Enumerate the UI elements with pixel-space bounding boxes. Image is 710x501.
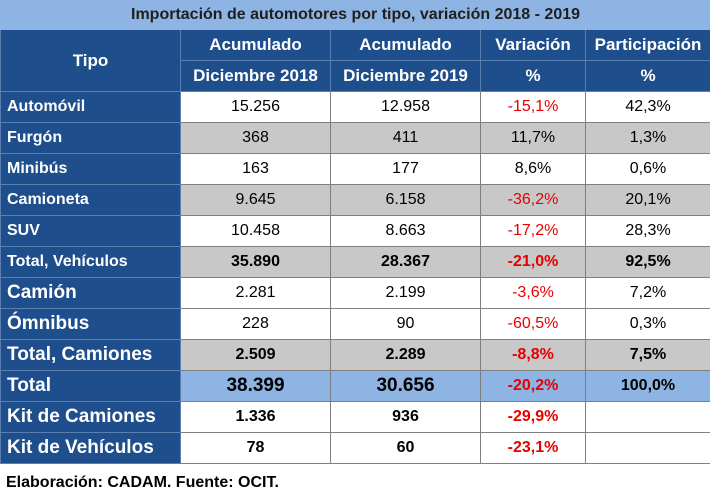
cell-participacion: 7,5% <box>584 339 710 371</box>
cell-variacion: -23,1% <box>480 432 586 464</box>
row-label: Kit de Vehículos <box>0 432 181 464</box>
header-col4-bottom: % <box>584 60 710 92</box>
header-col3-top: Variación <box>480 29 586 61</box>
table-row: Furgón 368 411 11,7% 1,3% <box>0 122 710 154</box>
table-row: Camión 2.281 2.199 -3,6% 7,2% <box>0 277 710 309</box>
subtotal-row-camiones: Total, Camiones 2.509 2.289 -8,8% 7,5% <box>0 339 710 371</box>
cell-participacion: 28,3% <box>584 215 710 247</box>
header-row-top: Tipo Acumulado Acumulado Variación Parti… <box>0 29 710 92</box>
cell-variacion: -21,0% <box>480 246 586 278</box>
table-row: Automóvil 15.256 12.958 -15,1% 42,3% <box>0 91 710 123</box>
source-footer: Elaboración: CADAM. Fuente: OCIT. <box>6 474 279 491</box>
cell-dic2019: 2.289 <box>330 339 481 371</box>
cell-dic2019: 936 <box>330 401 481 433</box>
header-col4-top: Participación <box>584 29 710 61</box>
cell-dic2018: 15.256 <box>180 91 331 123</box>
cell-variacion: 11,7% <box>480 122 586 154</box>
cell-participacion: 0,3% <box>584 308 710 340</box>
table-row: Ómnibus 228 90 -60,5% 0,3% <box>0 308 710 340</box>
cell-variacion: -20,2% <box>480 370 586 402</box>
cell-dic2018: 78 <box>180 432 331 464</box>
subtotal-row-vehiculos: Total, Vehículos 35.890 28.367 -21,0% 92… <box>0 246 710 278</box>
header-col2-bottom: Diciembre 2019 <box>330 60 481 92</box>
cell-participacion: 7,2% <box>584 277 710 309</box>
cell-participacion: 100,0% <box>584 370 710 402</box>
cell-variacion: -15,1% <box>480 91 586 123</box>
table-row: Kit de Camiones 1.336 936 -29,9% <box>0 401 710 433</box>
cell-dic2019: 60 <box>330 432 481 464</box>
header-col1-bottom: Diciembre 2018 <box>180 60 331 92</box>
cell-dic2018: 1.336 <box>180 401 331 433</box>
cell-dic2018: 163 <box>180 153 331 185</box>
table-row: SUV 10.458 8.663 -17,2% 28,3% <box>0 215 710 247</box>
import-table: Importación de automotores por tipo, var… <box>0 0 710 464</box>
cell-variacion: -3,6% <box>480 277 586 309</box>
table-title: Importación de automotores por tipo, var… <box>0 0 710 30</box>
table-row: Minibús 163 177 8,6% 0,6% <box>0 153 710 185</box>
cell-participacion: 1,3% <box>584 122 710 154</box>
row-label: SUV <box>0 215 181 247</box>
cell-participacion: 0,6% <box>584 153 710 185</box>
header-col3-bottom: % <box>480 60 586 92</box>
cell-dic2018: 2.281 <box>180 277 331 309</box>
cell-dic2018: 9.645 <box>180 184 331 216</box>
cell-dic2019: 28.367 <box>330 246 481 278</box>
cell-dic2018: 35.890 <box>180 246 331 278</box>
cell-dic2018: 228 <box>180 308 331 340</box>
cell-dic2019: 2.199 <box>330 277 481 309</box>
cell-participacion: 20,1% <box>584 184 710 216</box>
header-col2-top: Acumulado <box>330 29 481 61</box>
row-label: Kit de Camiones <box>0 401 181 433</box>
grand-total-row: Total 38.399 30.656 -20,2% 100,0% <box>0 370 710 402</box>
title-row: Importación de automotores por tipo, var… <box>0 0 710 30</box>
cell-participacion: 92,5% <box>584 246 710 278</box>
row-label: Ómnibus <box>0 308 181 340</box>
row-label: Automóvil <box>0 91 181 123</box>
row-label: Total, Camiones <box>0 339 181 371</box>
cell-dic2019: 8.663 <box>330 215 481 247</box>
row-label: Minibús <box>0 153 181 185</box>
cell-dic2019: 177 <box>330 153 481 185</box>
row-label: Total <box>0 370 181 402</box>
table-row: Camioneta 9.645 6.158 -36,2% 20,1% <box>0 184 710 216</box>
cell-variacion: -29,9% <box>480 401 586 433</box>
cell-dic2019: 12.958 <box>330 91 481 123</box>
cell-dic2018: 38.399 <box>180 370 331 402</box>
header-col1-top: Acumulado <box>180 29 331 61</box>
cell-participacion: 42,3% <box>584 91 710 123</box>
cell-dic2018: 368 <box>180 122 331 154</box>
table-row: Kit de Vehículos 78 60 -23,1% <box>0 432 710 464</box>
cell-variacion: -17,2% <box>480 215 586 247</box>
cell-dic2019: 411 <box>330 122 481 154</box>
cell-variacion: -8,8% <box>480 339 586 371</box>
header-tipo: Tipo <box>0 29 181 92</box>
row-label: Camión <box>0 277 181 309</box>
cell-dic2019: 90 <box>330 308 481 340</box>
cell-dic2018: 10.458 <box>180 215 331 247</box>
cell-variacion: 8,6% <box>480 153 586 185</box>
cell-dic2018: 2.509 <box>180 339 331 371</box>
row-label: Furgón <box>0 122 181 154</box>
header-row-bottom: Diciembre 2018 Diciembre 2019 % % <box>1 60 710 92</box>
cell-dic2019: 30.656 <box>330 370 481 402</box>
cell-participacion <box>584 401 710 433</box>
cell-participacion <box>584 432 710 464</box>
cell-variacion: -36,2% <box>480 184 586 216</box>
cell-dic2019: 6.158 <box>330 184 481 216</box>
cell-variacion: -60,5% <box>480 308 586 340</box>
row-label: Total, Vehículos <box>0 246 181 278</box>
row-label: Camioneta <box>0 184 181 216</box>
